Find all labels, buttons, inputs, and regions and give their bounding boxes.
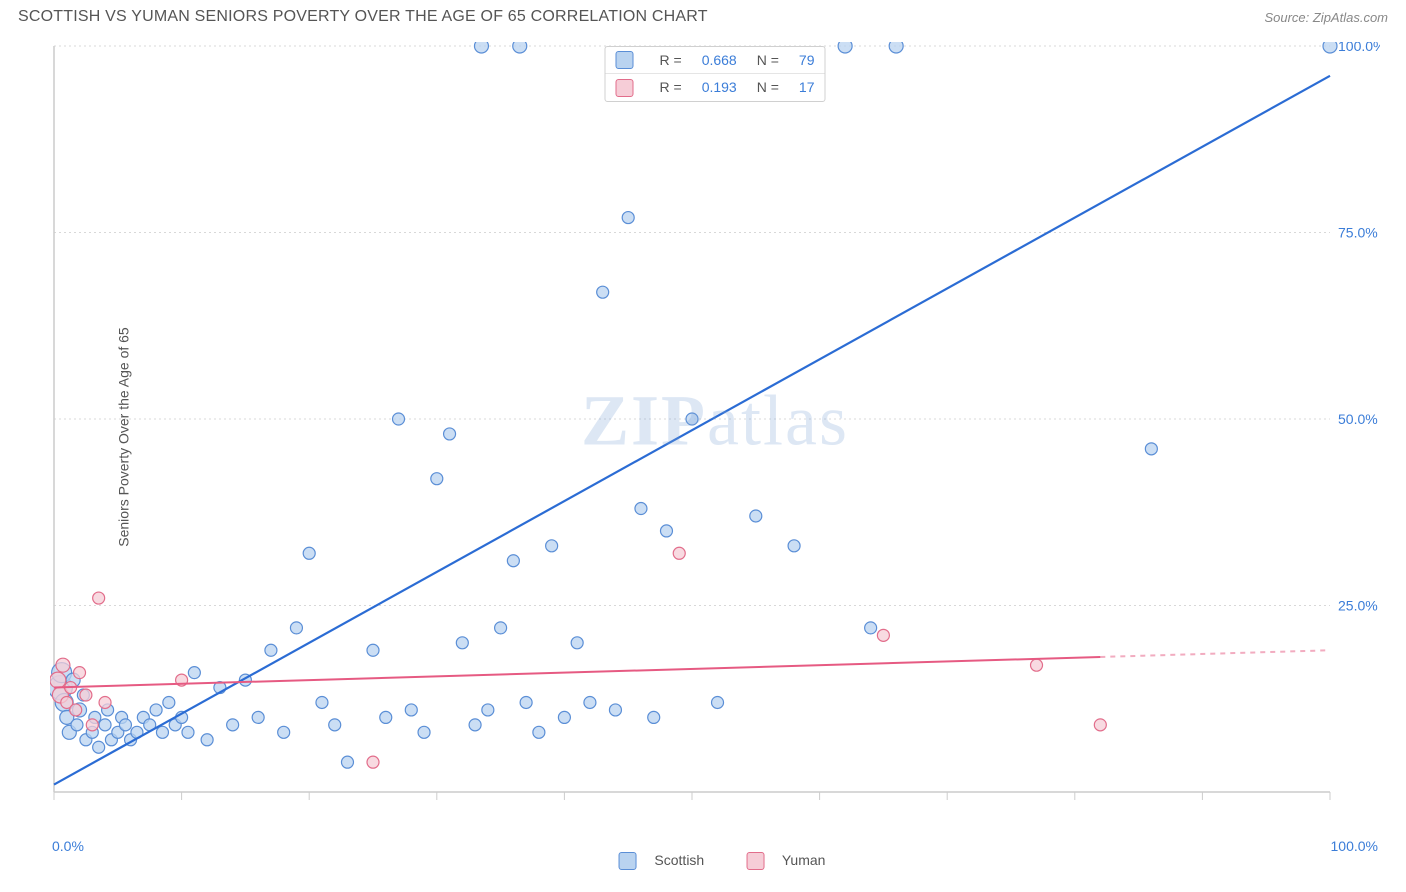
legend-series: Scottish Yuman [591,852,840,870]
legend-correlation: R =0.668N =79R =0.193N =17 [605,46,826,102]
scatter-plot: 25.0% 50.0% 75.0% 100.0% [50,42,1380,832]
x-axis-min-label: 0.0% [52,838,84,854]
svg-text:50.0%: 50.0% [1338,411,1378,427]
y-axis-label: Seniors Poverty Over the Age of 65 [116,327,132,546]
svg-text:100.0%: 100.0% [1338,42,1380,54]
chart-header: SCOTTISH VS YUMAN SENIORS POVERTY OVER T… [0,0,1406,30]
svg-text:25.0%: 25.0% [1338,598,1378,614]
svg-text:75.0%: 75.0% [1338,225,1378,241]
chart-source: Source: ZipAtlas.com [1264,10,1388,25]
chart-area: Seniors Poverty Over the Age of 65 25.0%… [50,42,1380,832]
chart-title: SCOTTISH VS YUMAN SENIORS POVERTY OVER T… [18,8,708,26]
x-axis-max-label: 100.0% [1331,838,1378,854]
